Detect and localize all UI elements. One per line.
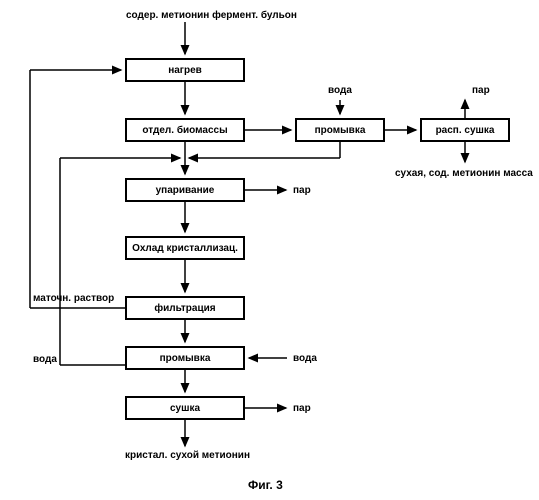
- label-vapor-top: пар: [472, 85, 490, 96]
- label-water-right: вода: [293, 353, 317, 364]
- label-water-in-top: вода: [328, 85, 352, 96]
- input-label-top: содер. метионин фермент. бульон: [126, 10, 297, 21]
- flowchart-arrows: [0, 0, 539, 500]
- box-spray-drying: расп. сушка: [420, 118, 510, 142]
- label-water-left: вода: [33, 354, 57, 365]
- label-mother-liquor: маточн. раствор: [33, 293, 114, 304]
- label-vapor-evap: пар: [293, 185, 311, 196]
- box-heating: нагрев: [125, 58, 245, 82]
- box-filtration: фильтрация: [125, 296, 245, 320]
- label-output-bottom: кристал. сухой метионин: [125, 450, 250, 461]
- box-biomass-separation: отдел. биомассы: [125, 118, 245, 142]
- figure-caption: Фиг. 3: [248, 478, 283, 492]
- box-drying: сушка: [125, 396, 245, 420]
- box-washing-right: промывка: [295, 118, 385, 142]
- box-washing-main: промывка: [125, 346, 245, 370]
- box-evaporation: упаривание: [125, 178, 245, 202]
- label-vapor-drying: пар: [293, 403, 311, 414]
- box-cooling-crystallization: Охлад кристаллизац.: [125, 236, 245, 260]
- label-output-mass: сухая, сод. метионин масса: [395, 168, 533, 179]
